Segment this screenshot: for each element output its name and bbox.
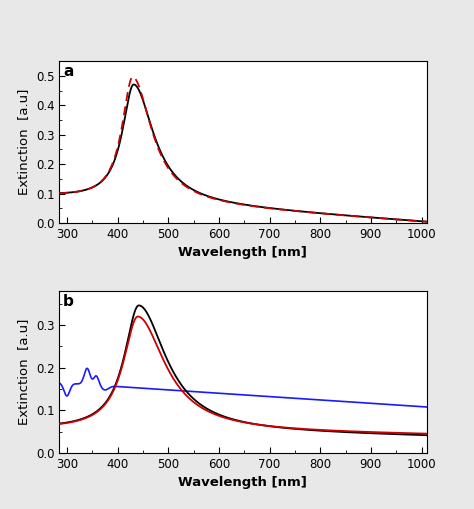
Y-axis label: Extinction  [a.u]: Extinction [a.u]	[17, 319, 30, 425]
Y-axis label: Extinction  [a.u]: Extinction [a.u]	[17, 89, 30, 195]
X-axis label: Wavelength [nm]: Wavelength [nm]	[179, 476, 307, 490]
Text: a: a	[63, 64, 73, 79]
Text: b: b	[63, 294, 74, 309]
X-axis label: Wavelength [nm]: Wavelength [nm]	[179, 246, 307, 260]
